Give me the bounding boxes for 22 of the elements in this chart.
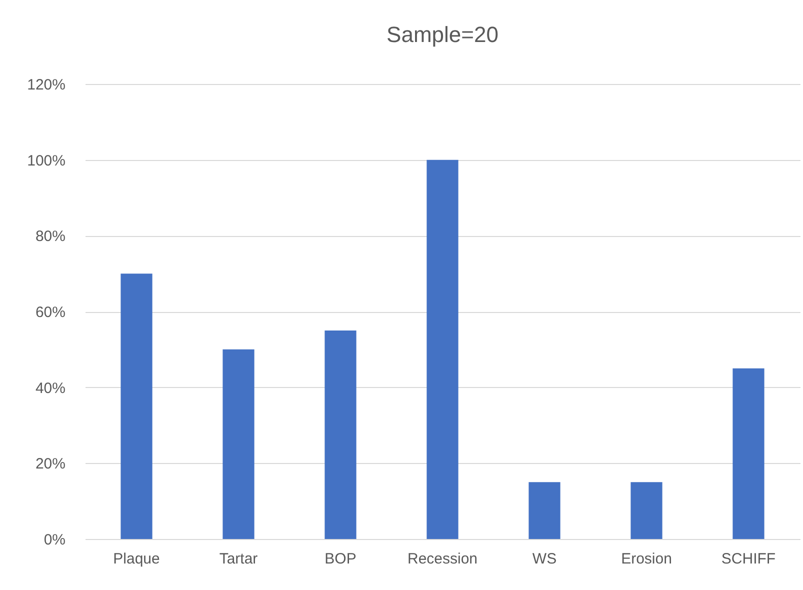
x-tick-label: WS [532, 550, 557, 568]
y-tick-label: 0% [44, 532, 66, 548]
y-tick-label: 20% [35, 456, 66, 473]
x-tick-label: Recession [407, 550, 478, 568]
bar [528, 482, 560, 539]
x-tick-label: Plaque [113, 550, 160, 568]
y-tick-label: 40% [35, 380, 66, 397]
bar [732, 368, 764, 539]
x-tick-label: Tartar [219, 550, 258, 568]
y-tick-label: 120% [27, 76, 66, 94]
y-tick-label: 100% [27, 152, 66, 170]
bar [324, 330, 356, 539]
bar [120, 274, 152, 539]
x-tick-label: BOP [324, 550, 356, 568]
chart-title: Sample=20 [386, 22, 498, 47]
bar [222, 349, 254, 539]
x-tick-label: SCHIFF [721, 550, 776, 568]
x-tick-label: Erosion [621, 550, 672, 568]
y-tick-label: 60% [35, 304, 66, 321]
bar [630, 482, 662, 539]
bar [426, 160, 458, 539]
y-tick-label: 80% [35, 228, 66, 246]
